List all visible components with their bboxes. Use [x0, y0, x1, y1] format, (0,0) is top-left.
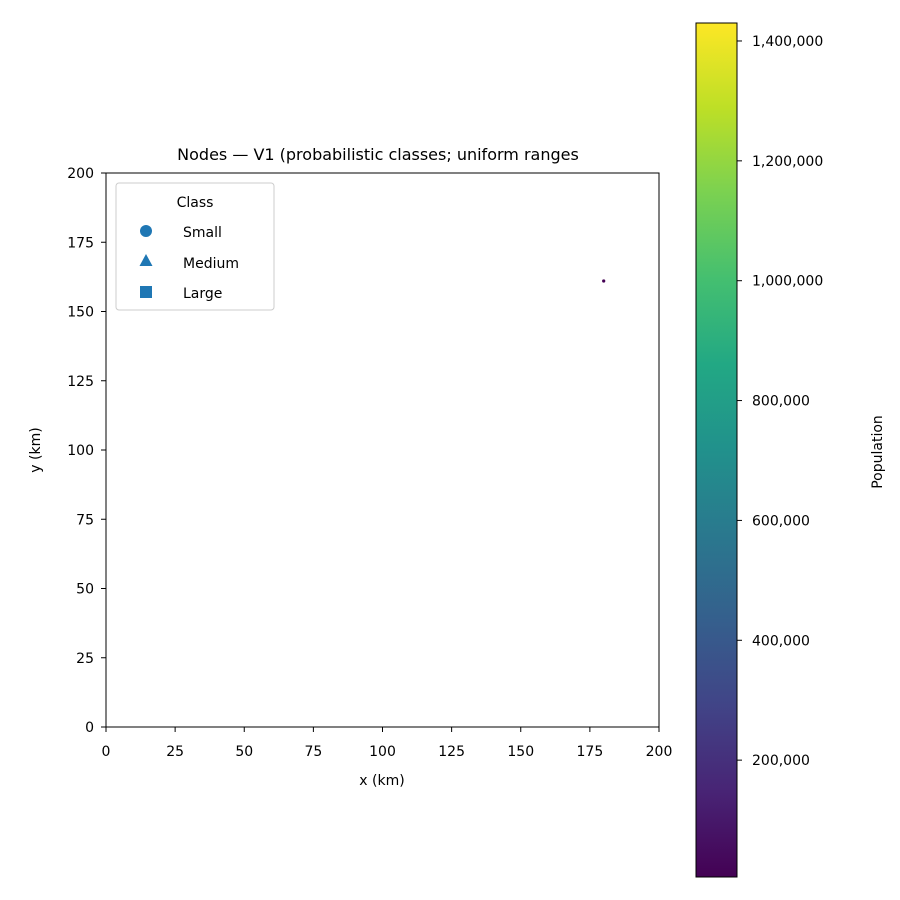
y-tick-label: 150 — [67, 305, 94, 321]
legend-label-small: Small — [183, 225, 222, 241]
colorbar-label: Population — [870, 415, 886, 489]
chart-title: Nodes — V1 (probabilistic classes; unifo… — [177, 145, 579, 164]
y-axis-ticks: 0 25 50 75 100 125 150 175 200 — [67, 166, 106, 736]
x-tick-label: 200 — [646, 744, 673, 760]
colorbar-tick-label: 400,000 — [752, 633, 810, 649]
colorbar-tick-label: 1,200,000 — [752, 154, 823, 170]
legend-square-marker — [140, 286, 152, 298]
x-tick-label: 125 — [438, 744, 465, 760]
y-tick-label: 0 — [85, 720, 94, 736]
colorbar — [695, 22, 738, 878]
y-axis-label: y (km) — [28, 427, 44, 472]
x-tick-label: 150 — [507, 744, 534, 760]
y-tick-label: 125 — [67, 374, 94, 390]
x-tick-label: 25 — [166, 744, 184, 760]
x-tick-label: 175 — [577, 744, 604, 760]
legend-circle-marker — [140, 225, 152, 237]
y-tick-label: 175 — [67, 235, 94, 251]
x-axis-label: x (km) — [359, 773, 404, 789]
colorbar-tick-label: 1,000,000 — [752, 274, 823, 290]
legend-triangle-marker — [139, 254, 153, 266]
legend-label-medium: Medium — [183, 256, 239, 272]
legend: Class Small Medium Large — [115, 182, 275, 311]
y-tick-label: 100 — [67, 443, 94, 459]
legend-label-large: Large — [183, 286, 222, 302]
y-tick-label: 75 — [76, 512, 94, 528]
data-points — [602, 279, 606, 283]
colorbar-tick-label: 1,400,000 — [752, 34, 823, 50]
y-tick-label: 25 — [76, 651, 94, 667]
x-tick-label: 75 — [304, 744, 322, 760]
data-point — [602, 279, 606, 283]
x-axis-ticks: 0 25 50 75 100 125 150 175 200 — [102, 727, 673, 760]
y-tick-label: 200 — [67, 166, 94, 182]
x-tick-label: 0 — [102, 744, 111, 760]
colorbar-ticks: 200,000 400,000 600,000 800,000 1,000,000 1,2… — [737, 34, 823, 769]
x-tick-label: 50 — [235, 744, 253, 760]
x-tick-label: 100 — [369, 744, 396, 760]
colorbar-tick-label: 600,000 — [752, 513, 810, 529]
y-tick-label: 50 — [76, 582, 94, 598]
legend-title: Class — [177, 195, 214, 211]
legend-box — [115, 182, 275, 311]
colorbar-tick-label: 800,000 — [752, 394, 810, 410]
colorbar-tick-label: 200,000 — [752, 753, 810, 769]
